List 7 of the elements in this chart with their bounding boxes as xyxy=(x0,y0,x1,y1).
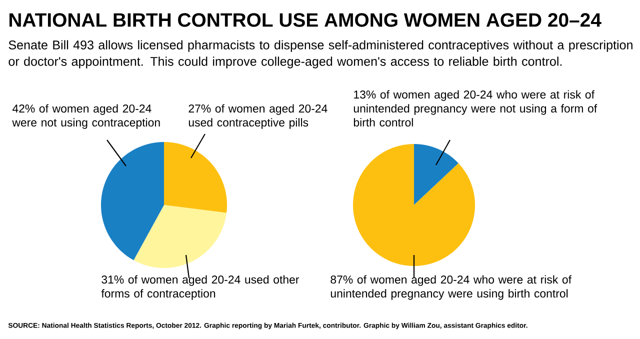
chart-subtitle: Senate Bill 493 allows licensed pharmacists to dispense self-administered contraceptives without a prescription or doctor's appointment. This could improve college-aged women's access to reliable birth control. xyxy=(8,40,632,68)
chart-title: NATIONAL BIRTH CONTROL USE AMONG WOMEN AGED 20–24 xyxy=(9,13,602,27)
slice-label: 31% of women aged 20-24 used other forms of contraception xyxy=(101,275,300,300)
slice-label: 13% of women aged 20-24 who were at risk of unintended pregnancy were not using a form of birth control xyxy=(354,90,598,126)
slice-label: 87% of women aged 20-24 who were at risk of unintended pregnancy were using birth control xyxy=(330,275,572,300)
slice-label: 42% of women aged 20-24 were not using contraception xyxy=(12,104,160,129)
slice-label: 27% of women aged 20-24 used contraceptive pills xyxy=(188,104,328,129)
